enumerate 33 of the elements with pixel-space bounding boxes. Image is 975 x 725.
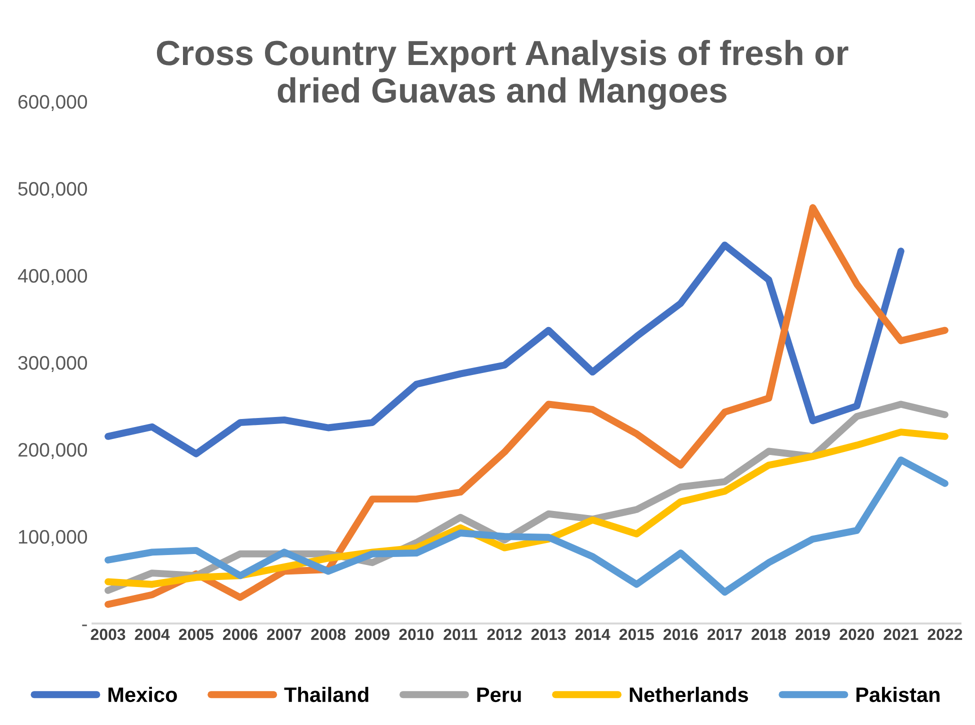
x-tick-label: 2012 — [487, 628, 522, 640]
x-tick-label: 2016 — [663, 628, 698, 640]
legend-label: Thailand — [284, 686, 368, 702]
x-tick-label: 2014 — [575, 628, 610, 640]
y-tick-label: 400,000 — [18, 268, 88, 286]
x-tick-label: 2011 — [444, 628, 478, 640]
x-tick-label: 2010 — [399, 628, 434, 640]
y-tick-label: 200,000 — [18, 442, 88, 460]
x-tick-label: 2006 — [222, 628, 258, 640]
x-tick-label: 2021 — [884, 628, 918, 640]
y-tick-label: 600,000 — [18, 94, 88, 112]
y-tick-label: 300,000 — [18, 356, 88, 372]
x-tick-label: 2008 — [311, 628, 346, 640]
x-tick-label: 2007 — [267, 628, 302, 640]
legend-label: Mexico — [108, 686, 177, 702]
x-tick-label: 2018 — [752, 628, 786, 640]
y-tick-label: 500,000 — [18, 182, 88, 198]
legend-label: Pakistan — [856, 686, 940, 702]
legend-label: Netherlands — [630, 686, 748, 702]
legend-label: Peru — [477, 688, 521, 702]
x-tick-label: 2009 — [355, 628, 390, 640]
x-tick-label: 2017 — [708, 628, 742, 640]
x-tick-label: 2019 — [796, 628, 830, 640]
x-tick-label: 2020 — [840, 628, 874, 640]
chart-title: Cross Country Export Analysis of fresh or dried Guavas and Mangoes — [156, 40, 848, 110]
x-tick-label: 2022 — [928, 628, 962, 640]
x-tick-label: 2004 — [134, 628, 170, 640]
y-tick-label: - — [82, 624, 87, 626]
x-tick-label: 2013 — [531, 628, 566, 640]
x-tick-label: 2003 — [90, 628, 126, 640]
x-tick-label: 2015 — [619, 628, 654, 640]
y-tick-label: 100,000 — [18, 530, 88, 546]
x-tick-label: 2005 — [178, 628, 214, 640]
